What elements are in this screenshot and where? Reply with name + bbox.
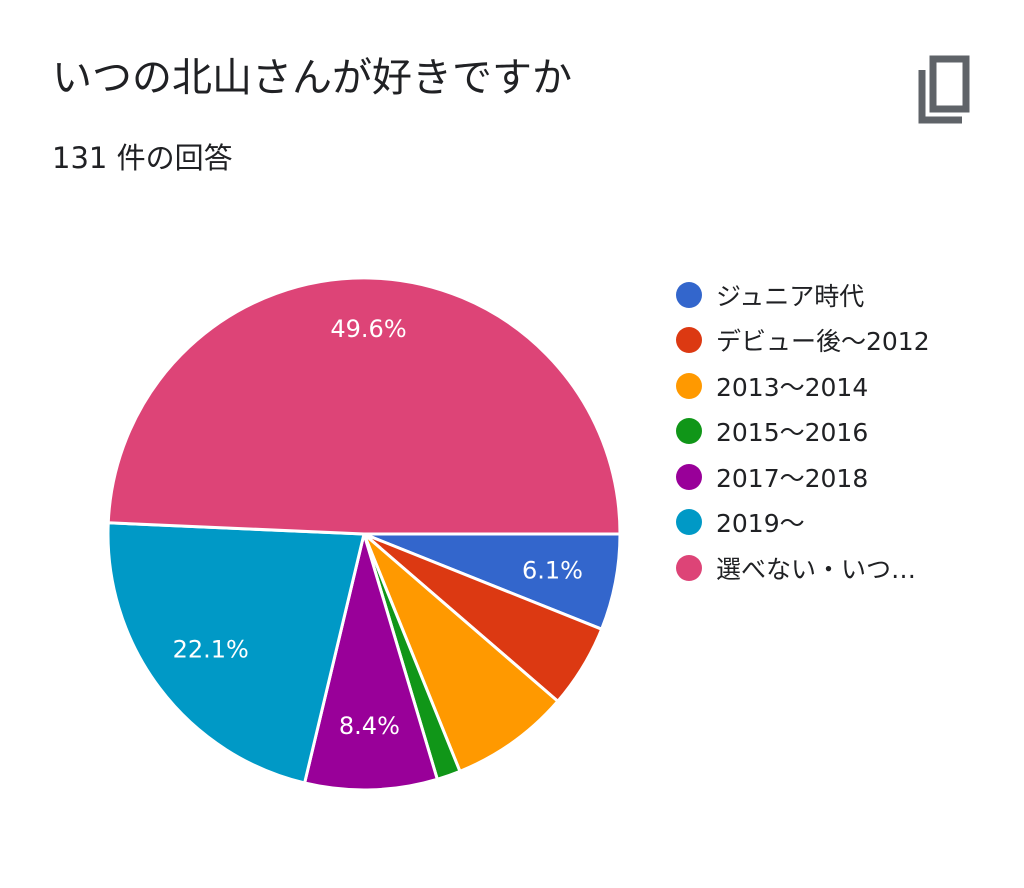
legend-swatch [676, 418, 702, 445]
pie-slice-7[interactable] [106, 276, 622, 536]
pie-slice-5[interactable] [303, 532, 439, 792]
legend-label: 2013〜2014 [716, 372, 869, 402]
legend-label: デビュー後〜2012 [716, 327, 930, 357]
pie-slices [106, 276, 622, 792]
legend-label: 選べない・いつ… [716, 554, 917, 584]
slice-label-7: 49.6% [330, 315, 406, 343]
legend-swatch [676, 554, 702, 581]
slice-label-5: 8.4% [339, 712, 400, 740]
legend-label: 2019〜 [716, 509, 805, 539]
legend-item-3[interactable]: 2013〜2014 [676, 363, 930, 409]
copy-icon[interactable] [900, 50, 980, 130]
slice-label-1: 6.1% [522, 556, 583, 584]
chart-legend: ジュニア時代デビュー後〜2012 2013〜2014 2015〜2016 2017〜2… [676, 272, 930, 591]
pie-slice-3[interactable] [362, 532, 560, 773]
slice-label-6: 22.1% [173, 636, 249, 664]
legend-swatch [676, 281, 702, 308]
legend-item-5[interactable]: 2017〜2018 [676, 454, 930, 500]
legend-label: 2015〜2016 [716, 418, 869, 448]
legend-swatch [676, 372, 702, 399]
response-count: 131 件の回答 [52, 141, 233, 175]
legend-item-7[interactable]: 選べない・いつ… [676, 545, 930, 591]
pie-slice-6[interactable] [106, 521, 366, 785]
legend-swatch [676, 327, 702, 354]
legend-item-2[interactable]: デビュー後〜2012 [676, 318, 930, 364]
legend-label: ジュニア時代 [716, 281, 865, 311]
pie-slice-labels: 6.1% 8.4% 22.1% 49.6% [173, 315, 583, 740]
chart-title: いつの北山さんが好きですか [52, 55, 572, 101]
legend-label: 2017〜2018 [716, 463, 869, 493]
legend-swatch [676, 463, 702, 490]
legend-item-1[interactable]: ジュニア時代 [676, 272, 930, 318]
legend-swatch [676, 509, 702, 536]
legend-item-6[interactable]: 2019〜 [676, 500, 930, 546]
legend-item-4[interactable]: 2015〜2016 [676, 409, 930, 455]
